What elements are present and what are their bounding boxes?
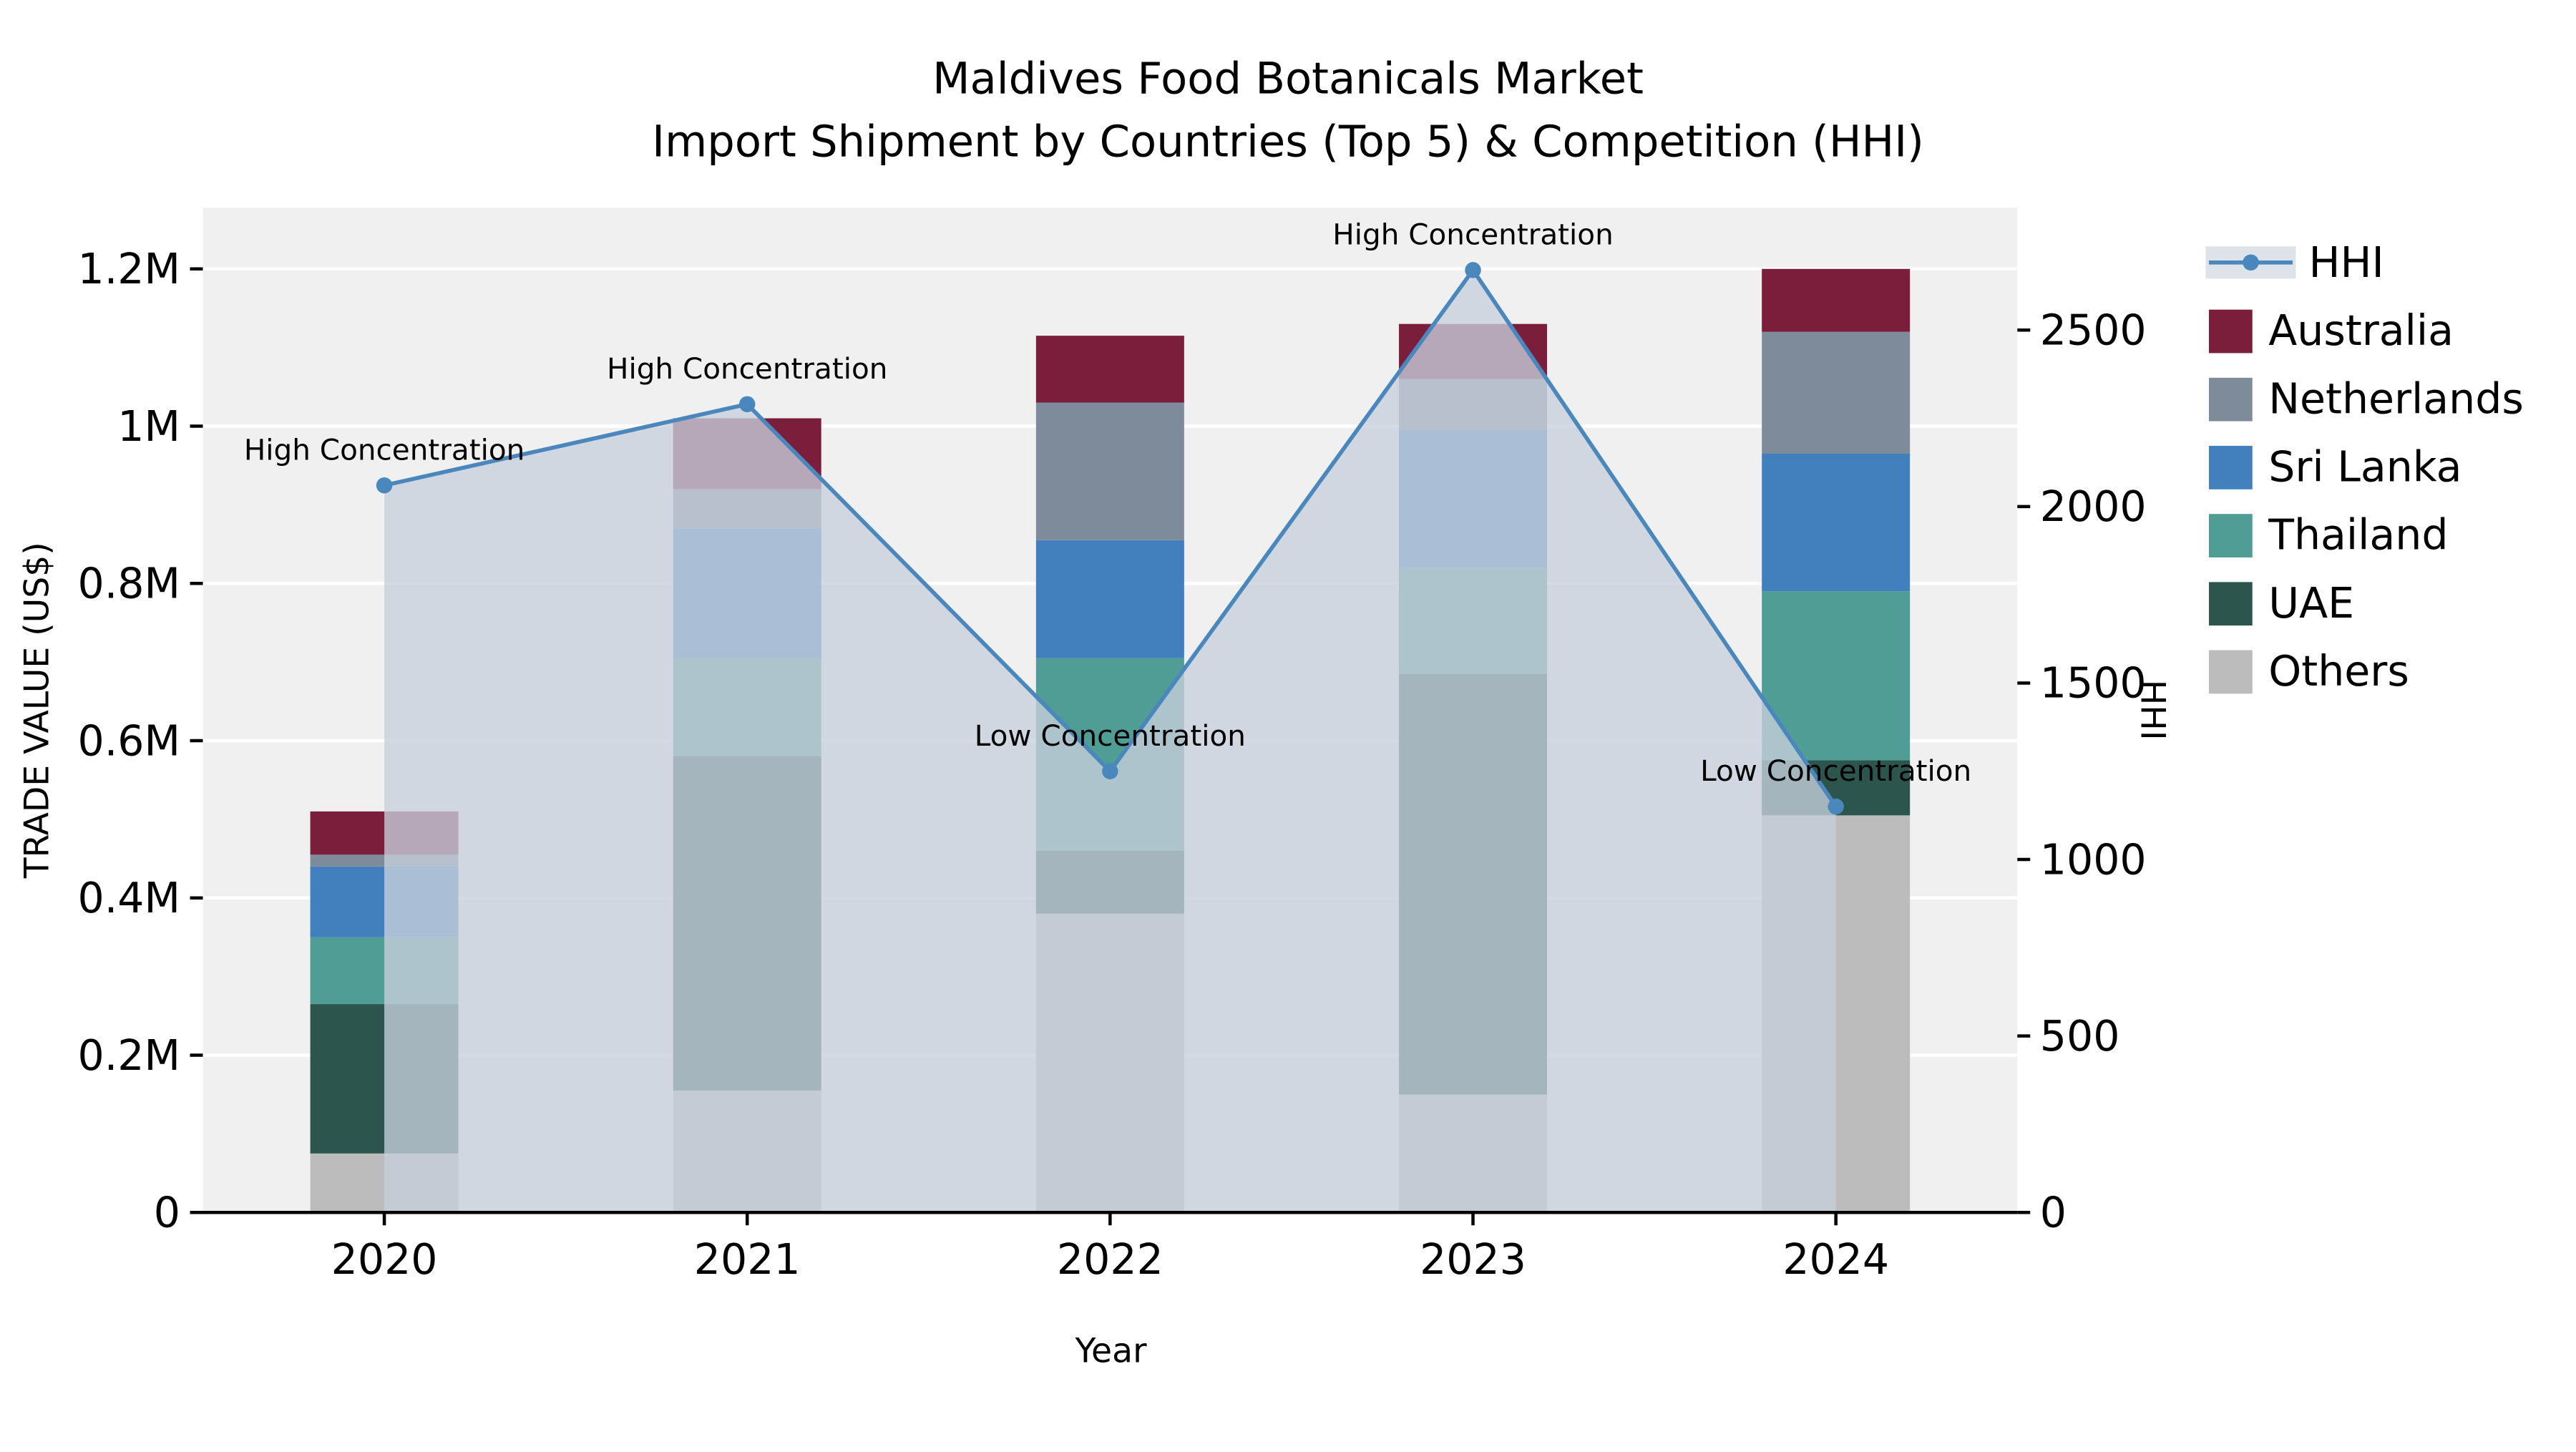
y-left-tick-label: 0 — [154, 1189, 180, 1237]
y-right-tick-label: 2000 — [2040, 482, 2147, 531]
y-right-tick-label: 2500 — [2040, 306, 2147, 355]
legend-color-swatch — [2209, 377, 2253, 422]
legend-label: Thailand — [2268, 511, 2448, 560]
bar-segment-2022-sri-lanka — [1035, 540, 1184, 658]
y-left-axis-label: TRADE VALUE (US$) — [17, 542, 57, 879]
legend-label: Netherlands — [2268, 374, 2524, 423]
x-tick-label-2022: 2022 — [1057, 1235, 1163, 1284]
legend-color-swatch — [2209, 309, 2253, 354]
legend-color-swatch — [2209, 446, 2253, 489]
y-left-tick-label: 0.4M — [77, 874, 180, 922]
y-right-tick-label: 1500 — [2040, 659, 2147, 708]
axes-layer: 2020 2021 2022 2023 2024 0 0.2M 0.4M 0.6M 0.8M 1M 1… — [77, 245, 2146, 1284]
x-axis-label: Year — [1074, 1332, 1147, 1371]
hhi-area — [384, 270, 1836, 1213]
legend-color-swatch — [2209, 582, 2253, 626]
legend-item-hhi: HHI — [2205, 238, 2384, 287]
legend-color-swatch — [2209, 650, 2253, 694]
y-left-tick-label: 0.8M — [77, 560, 180, 608]
chart-title-line2: Import Shipment by Countries (Top 5) & C… — [652, 117, 1924, 167]
hhi-line-layer — [376, 262, 1844, 815]
legend: HHI Australia Netherlands Sri Lanka Thailand… — [2205, 238, 2524, 696]
y-right-tick-label: 500 — [2040, 1012, 2120, 1061]
y-right-tick-label: 1000 — [2040, 835, 2147, 884]
legend-label: Others — [2268, 647, 2409, 696]
hhi-marker-2022 — [1102, 763, 1118, 779]
x-tick-label-2021: 2021 — [694, 1235, 801, 1284]
bar-segment-2024-sri-lanka — [1762, 453, 1911, 592]
hhi-marker-2024 — [1828, 798, 1844, 815]
legend-item-uae: UAE — [2209, 579, 2354, 628]
annotation-2021: High Concentration — [607, 351, 887, 386]
legend-item-sri-lanka: Sri Lanka — [2209, 443, 2462, 492]
bar-segment-2024-australia — [1762, 268, 1911, 332]
legend-item-netherlands: Netherlands — [2209, 374, 2524, 423]
y-left-tick-label: 0.2M — [77, 1031, 180, 1080]
bar-segment-2024-netherlands — [1762, 331, 1911, 454]
legend-item-others: Others — [2209, 647, 2409, 696]
annotation-2022: Low Concentration — [975, 718, 1246, 753]
legend-item-thailand: Thailand — [2209, 511, 2448, 560]
legend-color-swatch — [2209, 514, 2253, 557]
y-left-tick-label: 1M — [117, 402, 180, 451]
annotation-2020: High Concentration — [244, 432, 525, 467]
x-tick-label-2020: 2020 — [331, 1235, 438, 1284]
annotation-2023: High Concentration — [1332, 217, 1613, 251]
bar-segment-2022-netherlands — [1035, 402, 1184, 540]
legend-hhi-marker-swatch — [2243, 254, 2259, 271]
x-tick-label-2024: 2024 — [1782, 1235, 1889, 1284]
hhi-area-layer — [384, 270, 1836, 1213]
y-left-tick-label: 0.6M — [77, 716, 180, 765]
hhi-marker-2023 — [1465, 262, 1481, 278]
legend-label: Australia — [2268, 306, 2454, 355]
hhi-marker-2020 — [376, 477, 393, 494]
y-right-axis-label: HHI — [2133, 680, 2172, 741]
y-left-tick-label: 1.2M — [77, 245, 180, 293]
y-right-tick-label: 0 — [2040, 1189, 2067, 1237]
legend-label: HHI — [2309, 238, 2384, 287]
legend-label: Sri Lanka — [2268, 443, 2462, 492]
bar-segment-2022-australia — [1035, 336, 1184, 403]
hhi-marker-2021 — [738, 396, 756, 413]
legend-label: UAE — [2268, 579, 2354, 628]
annotation-layer: High Concentration High Concentration Low … — [244, 217, 1971, 788]
legend-item-australia: Australia — [2209, 306, 2454, 355]
x-tick-label-2023: 2023 — [1420, 1235, 1526, 1284]
chart-title-line1: Maldives Food Botanicals Market — [932, 54, 1644, 104]
annotation-2024: Low Concentration — [1700, 754, 1971, 788]
